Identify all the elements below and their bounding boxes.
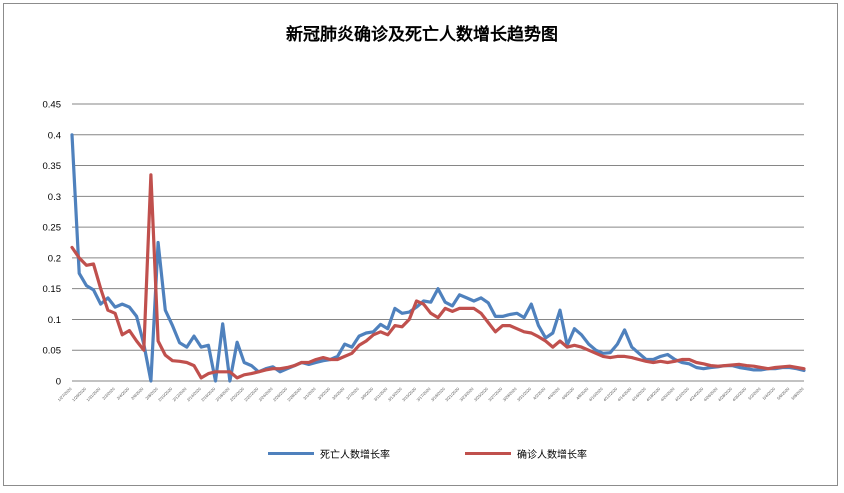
x-tick-label-33: 4/2/2020 xyxy=(532,386,547,401)
x-tick-label-18: 3/3/2020 xyxy=(317,386,332,401)
legend-item-confirmed: 确诊人数增长率 xyxy=(465,446,587,461)
x-tick-label-16: 2/28/2020 xyxy=(286,386,303,403)
chart-title: 新冠肺炎确诊及死亡人数增长趋势图 xyxy=(286,25,558,45)
x-tick-label-2: 1/31/2020 xyxy=(85,386,102,403)
y-tick-label-5: 0.25 xyxy=(43,223,62,234)
x-tick-label-19: 3/5/2020 xyxy=(331,386,346,401)
y-tick-label-6: 0.3 xyxy=(48,192,61,203)
y-tick-label-3: 0.15 xyxy=(43,284,62,295)
x-tick-label-47: 4/30/2020 xyxy=(731,386,748,403)
x-tick-label-4: 2/4/2020 xyxy=(116,386,131,401)
y-tick-label-9: 0.45 xyxy=(43,100,62,111)
series-line-1 xyxy=(70,173,806,380)
x-tick-label-17: 3/1/2020 xyxy=(302,386,317,401)
legend-swatch-deaths xyxy=(268,452,314,455)
legend-item-deaths: 死亡人数增长率 xyxy=(268,446,390,461)
x-tick-label-48: 5/2/2020 xyxy=(747,386,762,401)
legend-swatch-confirmed xyxy=(465,452,511,455)
x-tick-label-5: 2/6/2020 xyxy=(130,386,145,401)
x-tick-label-35: 4/6/2020 xyxy=(561,386,576,401)
legend-label-deaths: 死亡人数增长率 xyxy=(320,450,390,461)
x-tick-label-34: 4/4/2020 xyxy=(546,386,561,401)
y-tick-label-1: 0.05 xyxy=(43,346,62,357)
x-tick-label-49: 5/4/2020 xyxy=(761,386,776,401)
y-tick-label-2: 0.1 xyxy=(48,315,61,326)
series-line-0 xyxy=(70,133,806,383)
legend-label-confirmed: 确诊人数增长率 xyxy=(517,450,587,461)
y-tick-label-4: 0.2 xyxy=(48,253,61,264)
y-tick-label-0: 0 xyxy=(56,377,61,388)
x-tick-label-51: 5/8/2020 xyxy=(790,386,805,401)
x-tick-label-3: 2/2/2020 xyxy=(101,386,116,401)
x-tick-label-50: 5/6/2020 xyxy=(776,386,791,401)
y-tick-label-7: 0.35 xyxy=(43,161,62,172)
x-tick-label-20: 3/7/2020 xyxy=(345,386,360,401)
chart-frame xyxy=(3,3,838,486)
x-tick-label-32: 3/31/2020 xyxy=(516,386,533,403)
y-tick-label-8: 0.4 xyxy=(48,130,61,141)
